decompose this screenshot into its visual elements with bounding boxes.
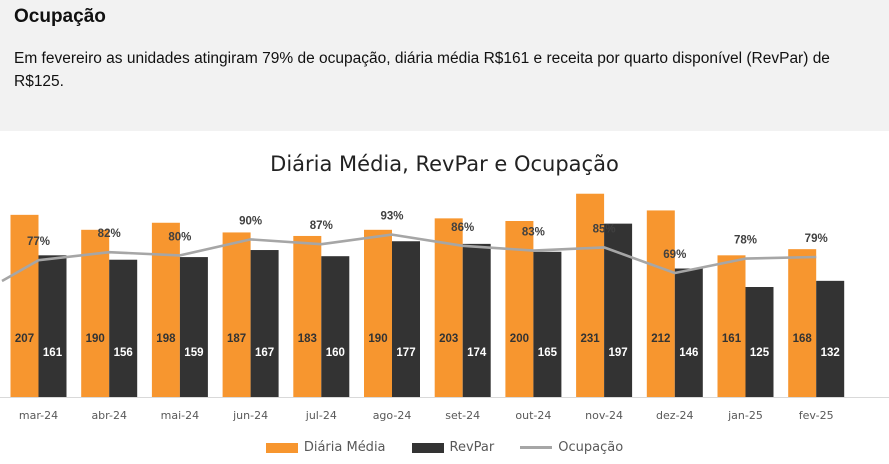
- section-summary: Em fevereiro as unidades atingiram 79% d…: [14, 50, 830, 90]
- legend-item-ocupacao: Ocupação: [520, 440, 623, 455]
- bar-label-diaria-media: 190: [86, 333, 105, 345]
- bar-label-diaria-media: 183: [298, 333, 317, 345]
- legend-item-diaria: Diária Média: [265, 440, 386, 455]
- bar-label-diaria-media: 161: [722, 333, 742, 345]
- bar-revpar: [392, 241, 420, 397]
- bar-revpar: [745, 287, 774, 397]
- bar-revpar: [38, 255, 67, 397]
- bar-diaria-media: [646, 210, 675, 397]
- bar-revpar: [674, 268, 703, 397]
- ocupacao-point-label: 69%: [663, 249, 686, 261]
- ocupacao-point-label: 79%: [805, 233, 828, 245]
- bar-diaria-media: [293, 235, 322, 397]
- bar-label-diaria-media: 187: [227, 333, 246, 345]
- x-tick-label: fev-25: [799, 409, 834, 422]
- ocupacao-point-label: 93%: [380, 211, 403, 223]
- bar-label-revpar: 167: [255, 347, 274, 359]
- x-tick-label: ago-24: [373, 409, 412, 422]
- ocupacao-point-label: 80%: [168, 231, 191, 243]
- bar-label-diaria-media: 200: [510, 333, 529, 345]
- bar-revpar: [109, 259, 138, 397]
- chart-legend: Diária Média RevPar Ocupação: [0, 440, 889, 455]
- legend-swatch-ocupacao: [520, 446, 553, 449]
- ocupacao-line: [1, 233, 817, 283]
- bar-label-revpar: 197: [609, 347, 628, 359]
- ocupacao-point-label: 77%: [27, 236, 50, 248]
- x-tick-label: jul-24: [305, 409, 337, 422]
- legend-swatch-diaria: [265, 442, 298, 453]
- bar-diaria-media: [222, 232, 251, 397]
- x-tick-label: dez-24: [656, 409, 694, 422]
- chart-title: Diária Média, RevPar e Ocupação: [270, 152, 619, 176]
- ocupacao-point-label: 78%: [734, 235, 757, 247]
- bar-diaria-media: [717, 255, 746, 397]
- x-tick-label: jun-24: [232, 409, 268, 422]
- bar-diaria-media: [10, 214, 39, 397]
- bar-label-revpar: 174: [467, 347, 487, 359]
- x-tick-label: out-24: [515, 409, 551, 422]
- bar-label-diaria-media: 168: [793, 333, 813, 345]
- x-tick-label: set-24: [445, 409, 480, 422]
- bar-diaria-media: [151, 222, 180, 397]
- bar-revpar: [462, 243, 491, 397]
- header-panel: Ocupação Em fevereiro as unidades atingi…: [0, 0, 889, 131]
- legend-item-revpar: RevPar: [411, 440, 495, 455]
- ocupacao-point-label: 82%: [98, 228, 121, 240]
- bar-revpar: [533, 251, 562, 397]
- ocupacao-point-label: 90%: [239, 215, 262, 227]
- section-title: Ocupação: [14, 6, 106, 27]
- bar-diaria-media: [576, 193, 605, 397]
- bar-label-diaria-media: 207: [15, 333, 34, 345]
- bar-label-diaria-media: 203: [439, 333, 458, 345]
- ocupacao-point-label: 83%: [522, 227, 545, 239]
- bar-label-revpar: 132: [821, 347, 840, 359]
- x-tick-label: mar-24: [19, 409, 58, 422]
- bar-label-revpar: 146: [679, 347, 698, 359]
- bar-diaria-media: [364, 229, 392, 397]
- bar-diaria-media: [505, 221, 534, 397]
- legend-label-diaria: Diária Média: [303, 440, 386, 455]
- bar-revpar: [250, 250, 279, 397]
- x-tick-label: jan-25: [727, 409, 763, 422]
- x-tick-label: mai-24: [161, 409, 199, 422]
- bar-diaria-media: [81, 229, 110, 397]
- x-tick-label: nov-24: [585, 409, 623, 422]
- legend-label-ocupacao: Ocupação: [558, 440, 624, 455]
- legend-label-revpar: RevPar: [449, 440, 495, 455]
- bar-label-revpar: 161: [43, 347, 63, 359]
- bar-label-revpar: 160: [326, 347, 345, 359]
- bar-diaria-media: [434, 218, 463, 397]
- ocupacao-point-label: 87%: [310, 220, 333, 232]
- ocupacao-point-label: 86%: [451, 222, 474, 234]
- ocupacao-point-label: 85%: [593, 223, 616, 235]
- bar-revpar: [816, 280, 845, 397]
- bar-revpar: [321, 256, 350, 397]
- bar-label-diaria-media: 231: [581, 333, 601, 345]
- bar-diaria-media: [788, 249, 817, 397]
- legend-swatch-revpar: [411, 442, 444, 453]
- bar-label-diaria-media: 190: [368, 333, 387, 345]
- bar-label-revpar: 156: [114, 347, 133, 359]
- bar-label-revpar: 125: [750, 347, 770, 359]
- bar-label-diaria-media: 212: [651, 333, 670, 345]
- bar-revpar: [179, 257, 208, 397]
- bar-label-revpar: 177: [396, 347, 415, 359]
- x-tick-label: abr-24: [91, 409, 127, 422]
- bar-label-diaria-media: 198: [156, 333, 176, 345]
- bar-label-revpar: 165: [538, 347, 558, 359]
- bar-label-revpar: 159: [184, 347, 203, 359]
